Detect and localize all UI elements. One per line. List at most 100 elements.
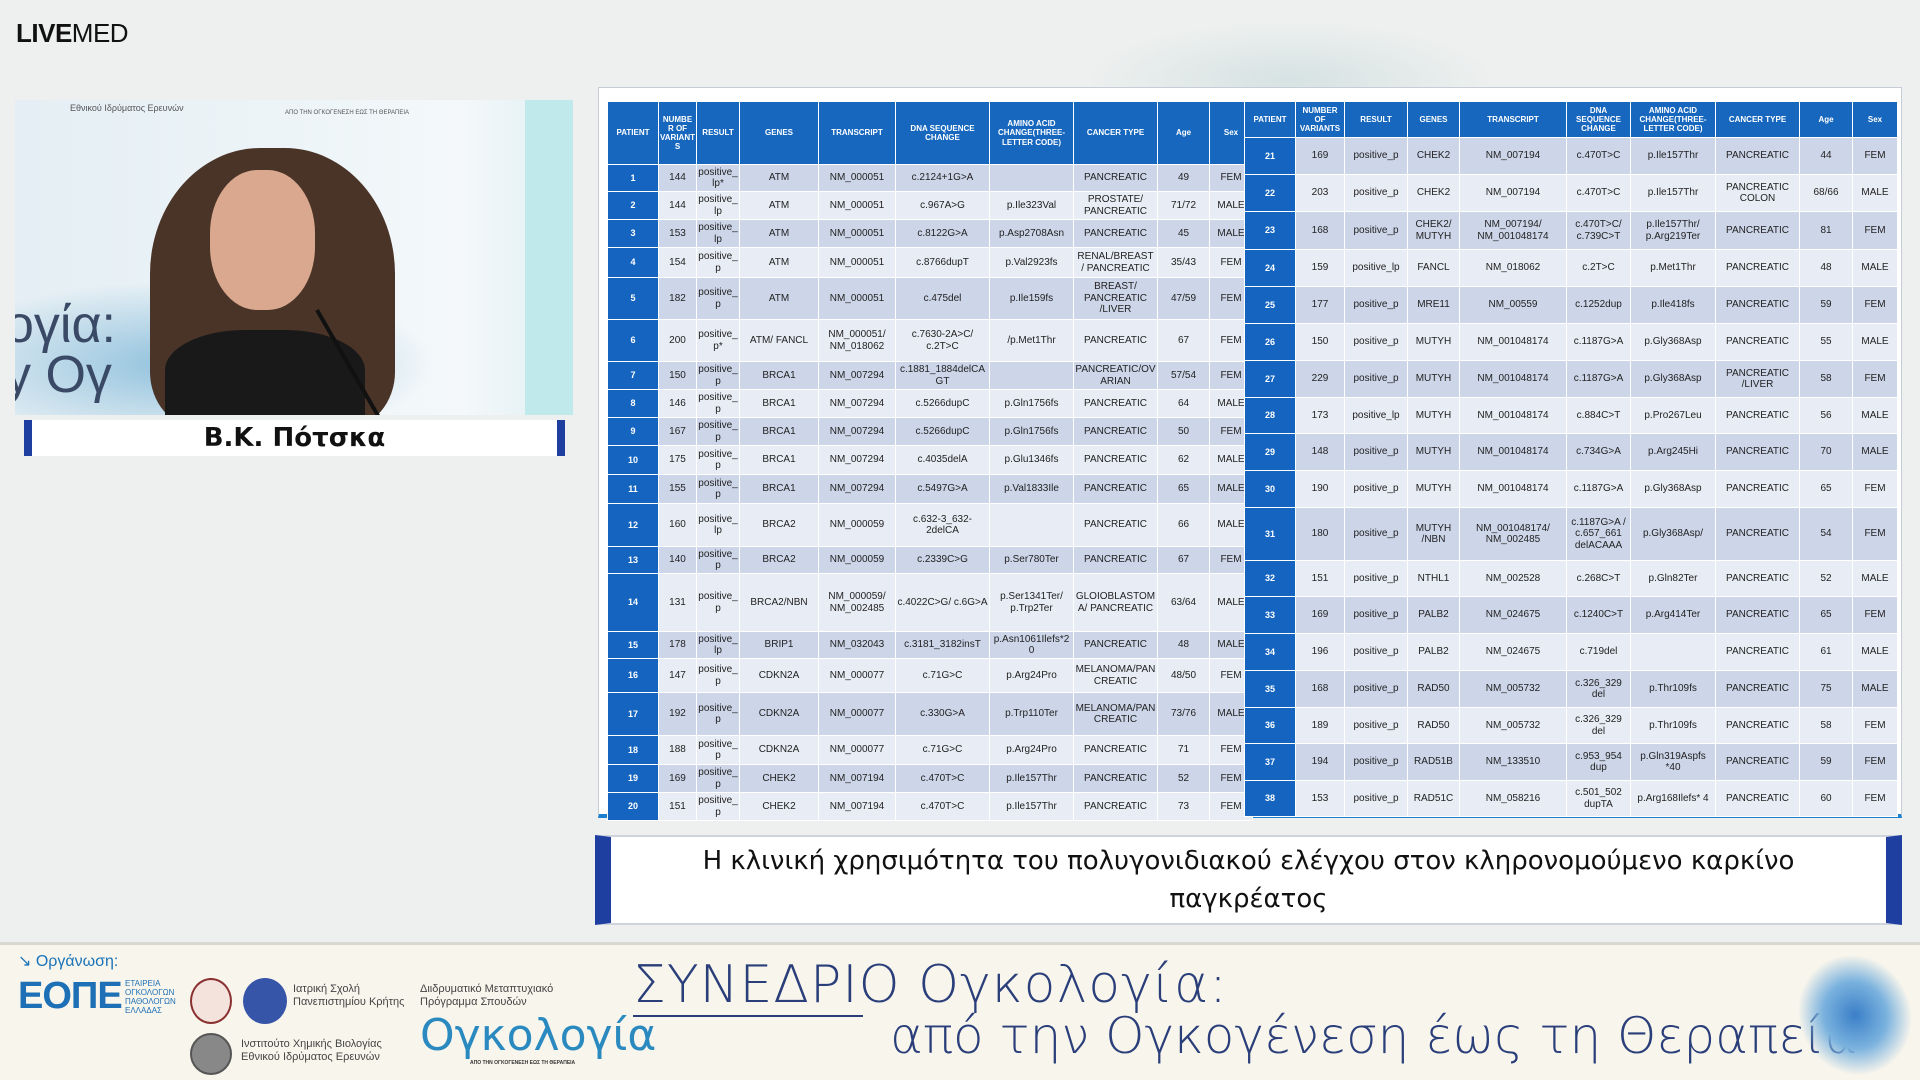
institute-seal-icon	[190, 1033, 232, 1075]
cell-result: positive_p	[1345, 287, 1407, 323]
cell-transcript: NM_000051	[819, 248, 895, 277]
cell-genes: NTHL1	[1408, 561, 1459, 596]
cell-variants: 153	[659, 220, 696, 247]
cell-transcript: NM_007294	[819, 475, 895, 503]
cell-patient: 37	[1245, 744, 1295, 780]
cell-sex: MALE	[1853, 671, 1897, 707]
cell-age: 81	[1800, 212, 1852, 249]
cell-patient: 38	[1245, 781, 1295, 816]
cell-variants: 154	[659, 248, 696, 277]
cell-patient: 29	[1245, 434, 1295, 470]
cell-transcript: NM_000051	[819, 192, 895, 219]
cell-age: 67	[1158, 320, 1209, 361]
cell-sex: FEM	[1853, 508, 1897, 560]
cell-dna-change: c.967A>G	[896, 192, 989, 219]
cell-cancer-type: PANCREATIC	[1716, 671, 1799, 707]
cell-dna-change: c.475del	[896, 278, 989, 319]
cell-transcript: NM_002528	[1460, 561, 1566, 596]
cell-age: 61	[1800, 634, 1852, 670]
cell-genes: ATM/ FANCL	[740, 320, 818, 361]
cell-dna-change: c.884C>T	[1567, 398, 1630, 433]
cell-cancer-type: PANCREATIC	[1074, 220, 1157, 247]
cell-transcript: NM_032043	[819, 632, 895, 658]
cell-dna-change: c.326_329 del	[1567, 671, 1630, 707]
cell-result: positive_p	[1345, 175, 1407, 211]
table-row: 27 229 positive_p MUTYH NM_001048174 c.1187G>…	[1245, 361, 1897, 397]
cell-genes: BRCA2	[740, 547, 818, 573]
cell-transcript: NM_007194	[1460, 138, 1566, 174]
cell-dna-change: c.71G>C	[896, 736, 989, 764]
cell-amino-acid-change: p.Ile323Val	[990, 192, 1073, 219]
cell-patient: 7	[608, 362, 658, 389]
oncology-program-logo: Ογκολογία	[420, 1010, 657, 1061]
column-header-patient: PATIENT	[608, 102, 658, 164]
cell-result: positive_p	[1345, 597, 1407, 633]
column-header-age: Age	[1800, 102, 1852, 137]
cell-cancer-type: PANCREATIC	[1074, 418, 1157, 445]
cell-result: positive_p	[697, 736, 739, 764]
cell-amino-acid-change: p.Thr109fs	[1631, 708, 1715, 743]
cell-genes: ATM	[740, 165, 818, 191]
cell-genes: RAD50	[1408, 671, 1459, 707]
table-header-row: PATIENT NUMBER OF VARIANTS RESULT GENES TRAN…	[1245, 102, 1897, 137]
cell-cancer-type: PANCREATIC	[1716, 212, 1799, 249]
cell-patient: 8	[608, 390, 658, 417]
cell-genes: ATM	[740, 248, 818, 277]
cell-dna-change: c.71G>C	[896, 659, 989, 692]
cell-patient: 19	[608, 765, 658, 792]
column-header-dna-change: DNA SEQUENCE CHANGE	[896, 102, 989, 164]
cell-age: 73/76	[1158, 693, 1209, 735]
cell-variants: 146	[659, 390, 696, 417]
table-row: 23 168 positive_p CHEK2/ MUTYH NM_007194/ NM…	[1245, 212, 1897, 249]
cell-transcript: NM_005732	[1460, 671, 1566, 707]
cell-variants: 196	[1296, 634, 1344, 670]
column-header-variants: NUMBER OF VARIANTS	[659, 102, 696, 164]
cell-dna-change: c.7630-2A>C/ c.2T>C	[896, 320, 989, 361]
cell-cancer-type: PANCREATIC	[1716, 744, 1799, 780]
cell-variants: 150	[659, 362, 696, 389]
cell-genes: RAD51B	[1408, 744, 1459, 780]
cell-genes: MUTYH	[1408, 398, 1459, 433]
cell-transcript: NM_007194	[819, 765, 895, 792]
cell-variants: 147	[659, 659, 696, 692]
cell-amino-acid-change: p.Gly368Asp	[1631, 361, 1715, 397]
cell-age: 63/64	[1158, 574, 1209, 631]
cell-variants: 194	[1296, 744, 1344, 780]
cell-result: positive_p	[1345, 708, 1407, 743]
cell-transcript: NM_001048174	[1460, 398, 1566, 433]
cell-dna-change: c.470T>C	[1567, 175, 1630, 211]
cell-result: positive_p	[697, 547, 739, 573]
cell-cancer-type: PANCREATIC	[1074, 765, 1157, 792]
table-row: 1 144 positive_lp* ATM NM_000051 c.2124+1G>A P…	[608, 165, 1252, 191]
cell-amino-acid-change: p.Ile157Thr	[1631, 175, 1715, 211]
cell-transcript: NM_001048174/ NM_002485	[1460, 508, 1566, 560]
caption-text: Η κλινική χρησιμότητα του πολυγονιδιακού…	[702, 846, 1795, 914]
cell-age: 66	[1158, 504, 1209, 546]
cell-variants: 169	[1296, 138, 1344, 174]
cell-sex: MALE	[1853, 398, 1897, 433]
cell-genes: MRE11	[1408, 287, 1459, 323]
cell-variants: 180	[1296, 508, 1344, 560]
cell-result: positive_p	[697, 765, 739, 792]
cell-dna-change: c.1187G>A / c.657_661 delACAAA	[1567, 508, 1630, 560]
eope-logo-subtitle: ΕΤΑΙΡΕΙΑ ΟΓΚΟΛΟΓΩΝ ΠΑΘΟΛΟΓΩΝ ΕΛΛΑΔΑΣ	[125, 979, 176, 1015]
cell-result: positive_p	[1345, 561, 1407, 596]
cell-age: 58	[1800, 361, 1852, 397]
cell-variants: 168	[1296, 671, 1344, 707]
cell-age: 62	[1158, 446, 1209, 474]
cell-amino-acid-change: p.Met1Thr	[1631, 250, 1715, 286]
cell-age: 65	[1158, 475, 1209, 503]
cell-genes: CDKN2A	[740, 693, 818, 735]
cell-dna-change: c.632-3_632-2delCA	[896, 504, 989, 546]
cell-amino-acid-change: p.Arg245Hi	[1631, 434, 1715, 470]
cell-genes: BRCA1	[740, 446, 818, 474]
cell-patient: 13	[608, 547, 658, 573]
cell-result: positive_p	[697, 248, 739, 277]
cell-patient: 35	[1245, 671, 1295, 707]
organizer-label-text: Οργάνωση:	[35, 953, 119, 970]
table-row: 10 175 positive_p BRCA1 NM_007294 c.4035delA p…	[608, 446, 1252, 474]
column-header-amino-acid-change: AMINO ACID CHANGE(THREE-LETTER CODE)	[1631, 102, 1715, 137]
cell-transcript: NM_000051	[819, 278, 895, 319]
cell-result: positive_p	[697, 418, 739, 445]
cell-variants: 178	[659, 632, 696, 658]
